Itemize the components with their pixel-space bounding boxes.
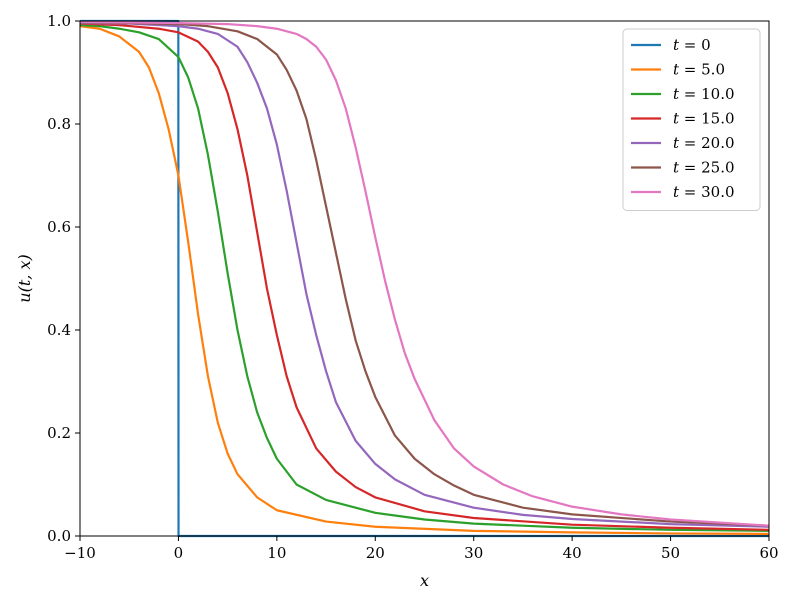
- y-tick-label: 0.0: [47, 527, 71, 545]
- y-tick-label: 0.8: [47, 115, 71, 133]
- legend: t = 0 t = 5.0 t = 10.0 t = 15.0 t = 20.0 t = …: [622, 28, 761, 211]
- x-tick-label: 40: [563, 544, 582, 562]
- legend-label: t = 15.0: [673, 110, 735, 128]
- series-curves: [80, 19, 769, 538]
- legend-label: t = 0: [673, 36, 711, 54]
- x-tick-label: 0: [174, 544, 184, 562]
- legend-label: t = 20.0: [673, 134, 735, 152]
- x-tick-label: 50: [661, 544, 680, 562]
- legend-label: t = 30.0: [673, 183, 735, 201]
- y-axis-label: u(t, x): [15, 254, 34, 302]
- y-axis-ticks: 0.0 0.2 0.4 0.6 0.8 1.0: [47, 12, 80, 545]
- x-axis-label: x: [420, 571, 429, 590]
- x-tick-label: −10: [64, 544, 96, 562]
- series-line-6: [80, 20, 769, 527]
- legend-item: t = 25.0: [631, 159, 735, 177]
- series-line-3: [80, 22, 769, 531]
- plot-area-frame: [79, 20, 770, 537]
- series-line-4: [80, 21, 769, 528]
- legend-box: [622, 28, 761, 211]
- y-tick-label: 1.0: [47, 12, 71, 30]
- series-line-1: [80, 25, 769, 536]
- x-tick-label: 10: [267, 544, 286, 562]
- legend-item: t = 30.0: [631, 183, 735, 201]
- legend-label: t = 25.0: [673, 159, 735, 177]
- legend-item: t = 0: [631, 36, 711, 54]
- legend-label: t = 5.0: [673, 61, 725, 79]
- x-tick-label: 30: [464, 544, 483, 562]
- legend-label: t = 10.0: [673, 85, 735, 103]
- legend-item: t = 5.0: [631, 61, 725, 79]
- y-tick-label: 0.6: [47, 218, 71, 236]
- y-tick-label: 0.2: [47, 424, 71, 442]
- y-tick-label: 0.4: [47, 321, 71, 339]
- x-tick-label: 20: [366, 544, 385, 562]
- legend-item: t = 15.0: [631, 110, 735, 128]
- legend-item: t = 10.0: [631, 85, 735, 103]
- x-axis-ticks: −10 0 10 20 30 40 50 60: [64, 536, 779, 562]
- x-tick-label: 60: [759, 544, 778, 562]
- series-line-2: [80, 24, 769, 532]
- legend-item: t = 20.0: [631, 134, 735, 152]
- series-line-5: [80, 21, 769, 527]
